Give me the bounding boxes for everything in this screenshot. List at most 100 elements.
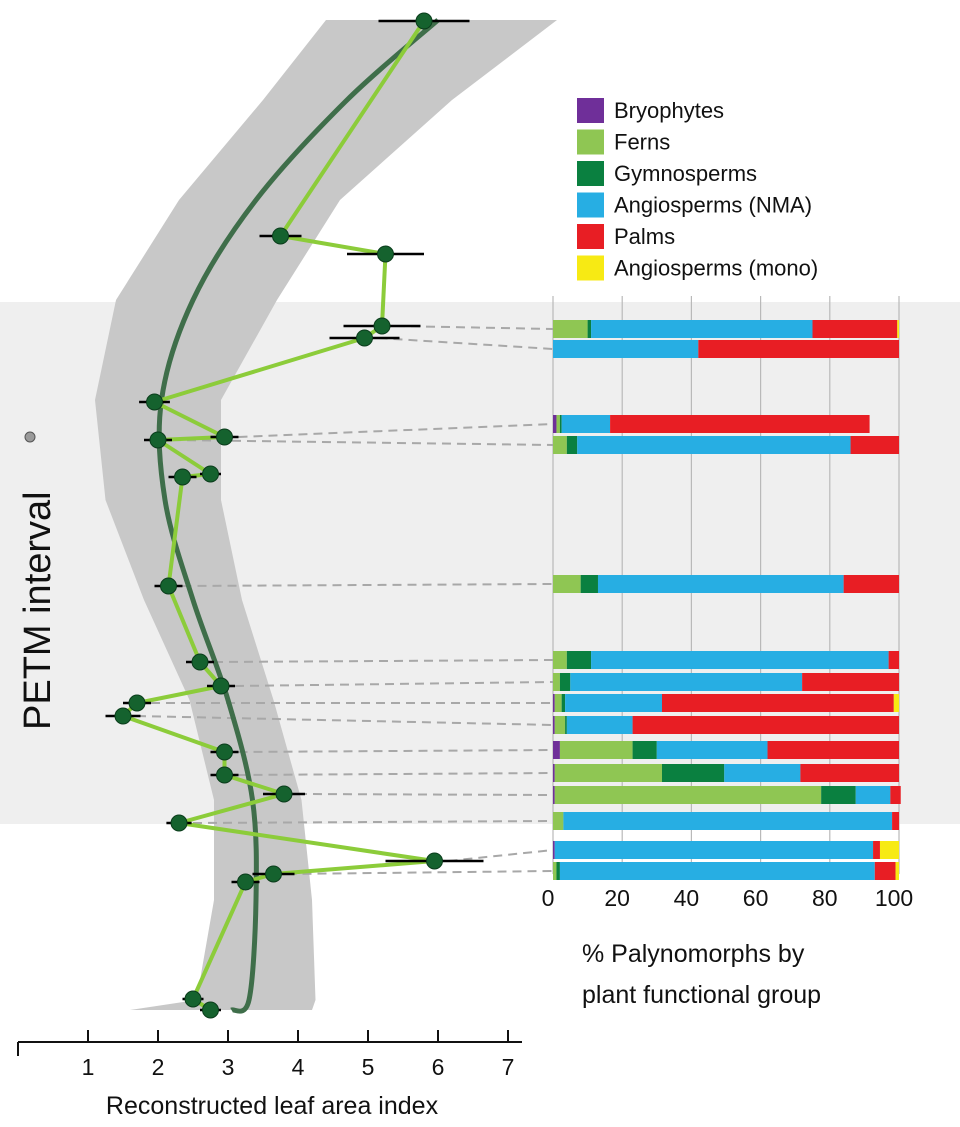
bar-segment <box>553 575 581 593</box>
bar-segment <box>553 694 555 712</box>
connector-line <box>395 325 554 330</box>
lai-point <box>265 865 282 883</box>
legend-label: Angiosperms (NMA) <box>614 193 812 218</box>
lai-point <box>146 393 163 411</box>
bar-segment <box>561 694 566 712</box>
trend-line <box>156 18 440 1014</box>
bar-segment <box>892 812 899 830</box>
percent-axis-ticks: 0 20 40 60 80 100 <box>542 885 914 911</box>
percent-axis-title-line2: plant functional group <box>582 981 821 1009</box>
bar-segment <box>566 716 633 734</box>
legend-swatch <box>577 161 604 186</box>
bar-segment <box>591 651 889 669</box>
lai-tick-label: 1 <box>82 1054 95 1080</box>
lai-point <box>174 468 191 486</box>
percent-tick-label: 80 <box>812 885 838 911</box>
bar-segment <box>553 841 555 859</box>
bar-segment <box>632 741 657 759</box>
stacked-bars <box>553 320 901 880</box>
connector-line <box>136 715 554 726</box>
lai-point <box>275 785 293 803</box>
bar-segment <box>566 651 592 669</box>
lai-point <box>272 227 289 245</box>
connector-line <box>297 793 554 796</box>
lai-points <box>114 12 443 1019</box>
bar-segment <box>661 694 894 712</box>
lai-point <box>373 317 391 335</box>
bar-segment <box>553 862 557 880</box>
legend-label: Gymnosperms <box>614 161 757 186</box>
bar-segment <box>553 320 588 338</box>
legend-swatch <box>577 98 604 123</box>
lai-tick-label: 5 <box>362 1054 375 1080</box>
connector-line <box>238 749 554 753</box>
bar-segment <box>802 673 899 691</box>
bar-segment <box>897 320 899 338</box>
bar-segment <box>895 862 899 880</box>
bar-segment <box>661 764 725 782</box>
legend-swatch <box>577 129 604 155</box>
bar-segment <box>565 716 567 734</box>
percent-tick-label: 20 <box>604 885 630 911</box>
bar-segment <box>554 764 662 782</box>
bar-segment <box>553 764 555 782</box>
lai-point <box>377 245 394 263</box>
lai-point <box>128 694 146 712</box>
lai-point <box>202 1001 219 1019</box>
lai-point <box>415 12 433 30</box>
percent-axis-title: % Palynomorphs by <box>582 940 805 968</box>
bar-segment <box>553 415 557 433</box>
bar-segment <box>559 415 562 433</box>
bar-segment <box>873 841 880 859</box>
bar-segment <box>850 436 899 454</box>
lai-tick-label: 3 <box>222 1054 235 1080</box>
bar-segment <box>874 862 896 880</box>
bar-segment <box>800 764 899 782</box>
lai-point <box>191 653 209 671</box>
bar-segment <box>587 320 592 338</box>
lai-point <box>216 428 233 446</box>
bar-segment <box>553 716 555 734</box>
bar-segment <box>591 320 813 338</box>
bar-segment <box>577 436 851 454</box>
bar-segment <box>698 340 899 358</box>
bar-segment <box>554 786 822 804</box>
bar-segment <box>855 786 891 804</box>
bar-segment <box>632 716 899 734</box>
percent-tick-label: 100 <box>875 885 913 911</box>
bar-segment <box>843 575 899 593</box>
connector-line <box>238 772 554 776</box>
legend-swatch <box>577 224 604 249</box>
connector-line <box>213 659 554 663</box>
bar-segment <box>553 436 567 454</box>
bar-segment <box>812 320 898 338</box>
lai-point <box>160 577 177 595</box>
bar-segment <box>888 651 899 669</box>
bar-segment <box>610 415 870 433</box>
bar-segment <box>553 741 560 759</box>
legend: Bryophytes Ferns Gymnosperms Angiosperms (N… <box>577 98 818 281</box>
bar-segment <box>553 786 555 804</box>
lai-tick-label: 7 <box>502 1054 515 1080</box>
legend-label: Ferns <box>614 130 670 155</box>
connector-line <box>171 439 554 446</box>
bar-segment <box>656 741 768 759</box>
bar-segment <box>597 575 844 593</box>
bar-segment <box>554 716 566 734</box>
lai-point <box>426 852 443 870</box>
bar-segment <box>554 694 562 712</box>
bar-segment <box>890 786 901 804</box>
lai-point <box>356 329 373 347</box>
lai-point <box>212 677 230 695</box>
percent-tick-label: 60 <box>743 885 769 911</box>
lai-tick-label: 6 <box>432 1054 445 1080</box>
lai-axis: 1 2 3 4 5 6 7 <box>17 1030 522 1080</box>
bar-segment <box>556 415 560 433</box>
lai-tick-label: 2 <box>152 1054 165 1080</box>
lai-point <box>202 465 219 483</box>
bar-segment <box>559 673 571 691</box>
bar-segment <box>724 764 801 782</box>
bar-segment <box>565 694 662 712</box>
